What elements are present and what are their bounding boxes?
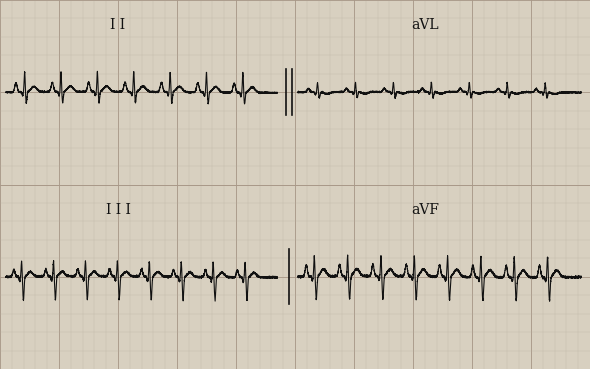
Text: aVF: aVF	[411, 203, 439, 217]
Text: I I I: I I I	[106, 203, 130, 217]
Text: I I: I I	[110, 18, 126, 32]
Text: aVL: aVL	[411, 18, 438, 32]
